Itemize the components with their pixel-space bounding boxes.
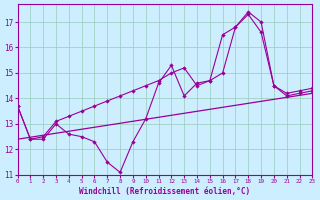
X-axis label: Windchill (Refroidissement éolien,°C): Windchill (Refroidissement éolien,°C)	[79, 187, 251, 196]
